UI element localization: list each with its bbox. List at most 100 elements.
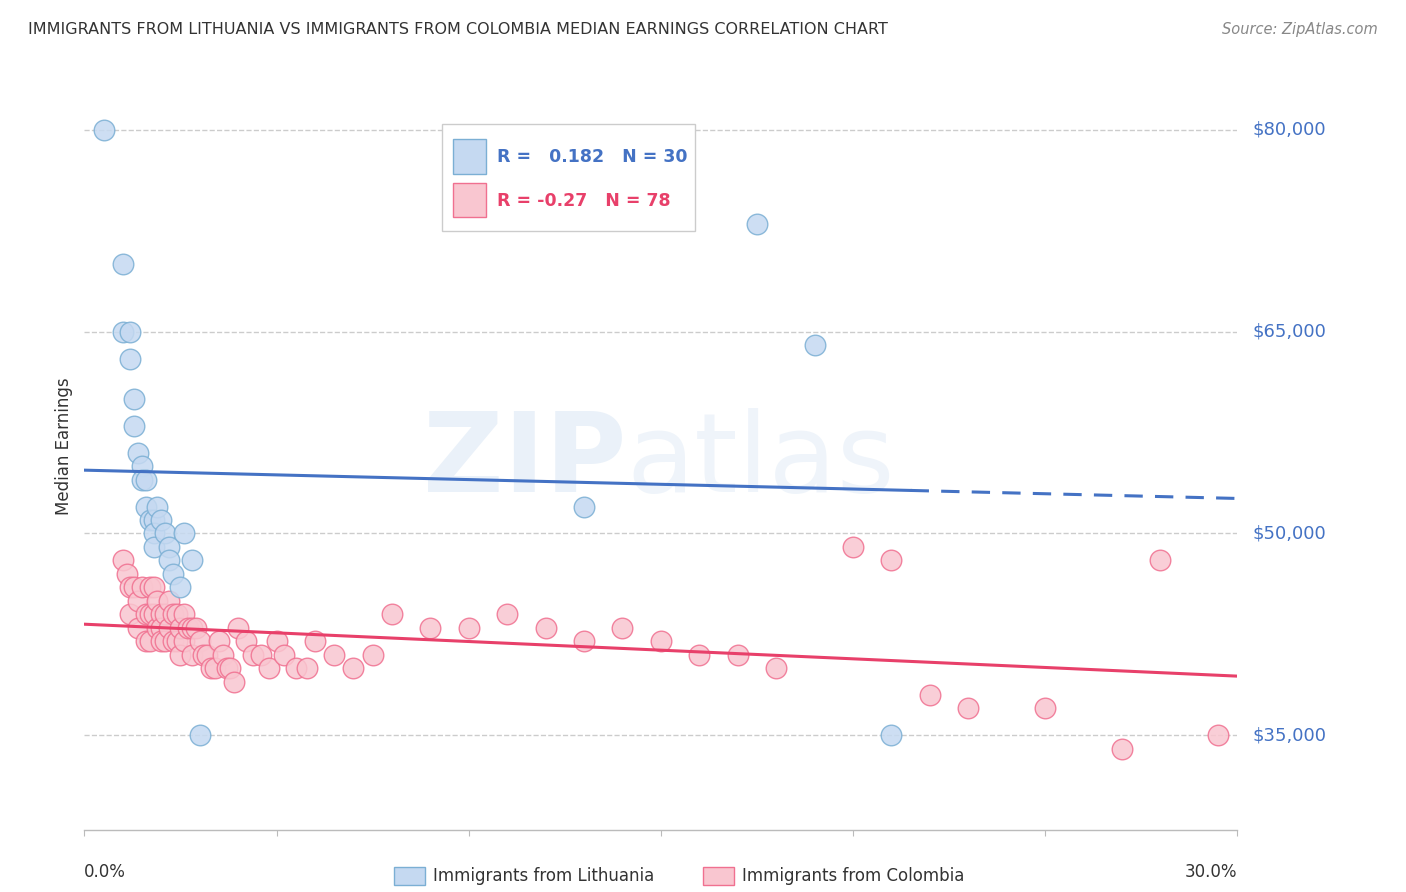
Text: $65,000: $65,000 bbox=[1253, 323, 1326, 341]
Point bbox=[153, 634, 176, 648]
Point bbox=[195, 648, 218, 662]
Point bbox=[208, 634, 231, 648]
Point bbox=[142, 607, 165, 622]
Point bbox=[211, 648, 233, 662]
Point bbox=[193, 648, 215, 662]
Point bbox=[304, 634, 326, 648]
Point bbox=[120, 607, 142, 622]
Point bbox=[166, 607, 188, 622]
Point bbox=[135, 473, 157, 487]
Point bbox=[135, 500, 157, 514]
Point bbox=[226, 621, 249, 635]
Point bbox=[235, 634, 257, 648]
Text: Immigrants from Lithuania: Immigrants from Lithuania bbox=[433, 867, 654, 885]
Point bbox=[142, 513, 165, 527]
Point bbox=[120, 580, 142, 594]
Point bbox=[173, 634, 195, 648]
Point bbox=[146, 594, 169, 608]
Point bbox=[727, 648, 749, 662]
Text: Immigrants from Colombia: Immigrants from Colombia bbox=[742, 867, 965, 885]
Point bbox=[127, 594, 149, 608]
Point bbox=[127, 446, 149, 460]
Bar bbox=[453, 183, 485, 218]
Point bbox=[215, 661, 238, 675]
Point bbox=[157, 540, 180, 554]
Point bbox=[219, 661, 242, 675]
Point bbox=[142, 540, 165, 554]
Point bbox=[188, 728, 211, 742]
Point bbox=[612, 621, 634, 635]
Point bbox=[224, 674, 246, 689]
Point bbox=[173, 526, 195, 541]
Point bbox=[1149, 553, 1171, 567]
Point bbox=[150, 513, 173, 527]
Point bbox=[127, 621, 149, 635]
Point bbox=[157, 594, 180, 608]
Point bbox=[124, 580, 146, 594]
Point bbox=[242, 648, 264, 662]
Text: 30.0%: 30.0% bbox=[1185, 863, 1237, 881]
Point bbox=[120, 351, 142, 366]
Point bbox=[457, 621, 479, 635]
Text: 0.0%: 0.0% bbox=[84, 863, 127, 881]
Bar bbox=[453, 139, 485, 174]
Point bbox=[957, 701, 980, 715]
Point bbox=[169, 580, 191, 594]
Point bbox=[496, 607, 519, 622]
Point bbox=[142, 526, 165, 541]
Point bbox=[273, 648, 295, 662]
Point bbox=[1033, 701, 1056, 715]
Point bbox=[124, 418, 146, 433]
Point bbox=[162, 566, 184, 581]
Point bbox=[323, 648, 346, 662]
Point bbox=[765, 661, 787, 675]
Point bbox=[266, 634, 288, 648]
Point bbox=[138, 580, 160, 594]
Point bbox=[842, 540, 865, 554]
Point bbox=[880, 728, 903, 742]
Point bbox=[131, 473, 153, 487]
Point bbox=[284, 661, 307, 675]
Point bbox=[173, 607, 195, 622]
Point bbox=[419, 621, 441, 635]
Point bbox=[181, 621, 204, 635]
Point bbox=[572, 634, 595, 648]
Text: ZIP: ZIP bbox=[423, 408, 626, 515]
Point bbox=[181, 553, 204, 567]
FancyBboxPatch shape bbox=[441, 124, 696, 231]
Point bbox=[688, 648, 710, 662]
Point bbox=[135, 607, 157, 622]
Text: R = -0.27   N = 78: R = -0.27 N = 78 bbox=[498, 192, 671, 210]
Point bbox=[162, 607, 184, 622]
Text: Source: ZipAtlas.com: Source: ZipAtlas.com bbox=[1222, 22, 1378, 37]
Point bbox=[111, 325, 134, 339]
Point bbox=[250, 648, 273, 662]
Point bbox=[146, 500, 169, 514]
Point bbox=[153, 526, 176, 541]
Point bbox=[153, 607, 176, 622]
Point bbox=[150, 621, 173, 635]
Point bbox=[157, 621, 180, 635]
Point bbox=[534, 621, 557, 635]
Point bbox=[115, 566, 138, 581]
Point bbox=[188, 634, 211, 648]
Y-axis label: Median Earnings: Median Earnings bbox=[55, 377, 73, 515]
Text: IMMIGRANTS FROM LITHUANIA VS IMMIGRANTS FROM COLOMBIA MEDIAN EARNINGS CORRELATIO: IMMIGRANTS FROM LITHUANIA VS IMMIGRANTS … bbox=[28, 22, 889, 37]
Point bbox=[93, 122, 115, 136]
Point bbox=[166, 634, 188, 648]
Point bbox=[184, 621, 207, 635]
Point bbox=[135, 634, 157, 648]
Point bbox=[138, 634, 160, 648]
Point bbox=[124, 392, 146, 406]
Point bbox=[200, 661, 222, 675]
Text: $50,000: $50,000 bbox=[1253, 524, 1326, 542]
Point bbox=[342, 661, 364, 675]
Point bbox=[138, 607, 160, 622]
Point bbox=[157, 553, 180, 567]
Point bbox=[257, 661, 280, 675]
Point bbox=[169, 648, 191, 662]
Point bbox=[880, 553, 903, 567]
Point bbox=[131, 580, 153, 594]
Point bbox=[650, 634, 672, 648]
Point bbox=[803, 338, 825, 352]
